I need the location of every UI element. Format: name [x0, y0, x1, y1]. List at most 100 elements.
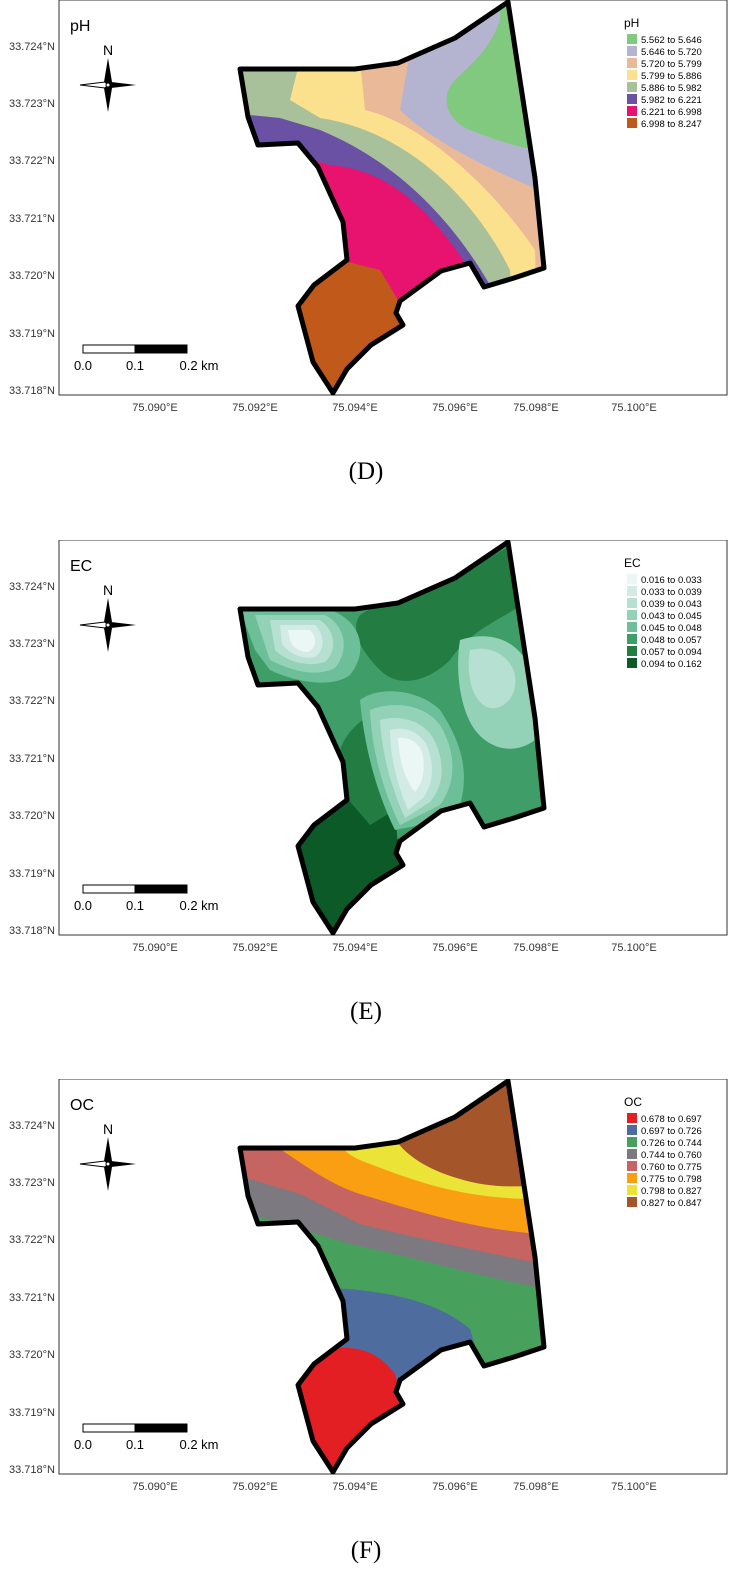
y-tick-label: 33.720°N	[9, 1349, 55, 1361]
y-tick-label: 33.719°N	[9, 328, 55, 340]
y-tick-label: 33.722°N	[9, 155, 55, 167]
y-tick-label: 33.723°N	[9, 1177, 55, 1189]
y-tick-label: 33.718°N	[9, 385, 55, 397]
scale-bar: 0.0 0.1 0.2 km	[74, 884, 219, 913]
legend-label: 0.726 to 0.744	[641, 1138, 702, 1149]
x-tick-label: 75.100°E	[611, 1481, 656, 1493]
map-boundary	[237, 540, 547, 936]
x-tick-label: 75.092°E	[232, 402, 277, 414]
y-tick-label: 33.718°N	[9, 1464, 55, 1476]
legend-label: 0.760 to 0.775	[641, 1162, 702, 1173]
legend-label: 0.045 to 0.048	[641, 623, 702, 634]
legend-label: 0.016 to 0.033	[641, 575, 702, 586]
x-tick-label: 75.094°E	[332, 402, 377, 414]
x-tick-label: 75.096°E	[432, 402, 477, 414]
x-tick-label: 75.090°E	[132, 1481, 177, 1493]
y-axis: 33.718°N 33.719°N 33.720°N 33.721°N 33.7…	[9, 1120, 55, 1476]
y-tick-label: 33.723°N	[9, 638, 55, 650]
north-label: N	[103, 42, 113, 58]
legend-label: 0.048 to 0.057	[641, 635, 702, 646]
y-tick-label: 33.718°N	[9, 925, 55, 937]
y-tick-label: 33.724°N	[9, 581, 55, 593]
map-panel-ec: 33.718°N 33.719°N 33.720°N 33.721°N 33.7…	[0, 540, 732, 1025]
legend-label: 0.775 to 0.798	[641, 1174, 702, 1185]
legend-swatch	[627, 82, 637, 92]
panel-caption: (E)	[350, 998, 382, 1025]
legend-swatch	[627, 1173, 637, 1183]
legend-swatch	[627, 1197, 637, 1207]
north-arrow-icon: N	[79, 42, 136, 112]
legend-swatch	[627, 634, 637, 644]
scale-label: 0.1	[126, 358, 144, 373]
legend-label: 0.697 to 0.726	[641, 1126, 702, 1137]
legend-label: 0.798 to 0.827	[641, 1186, 702, 1197]
legend-swatch	[627, 574, 637, 584]
x-tick-label: 75.092°E	[232, 942, 277, 954]
x-tick-label: 75.096°E	[432, 1481, 477, 1493]
y-tick-label: 33.722°N	[9, 1234, 55, 1246]
legend-swatch	[627, 1149, 637, 1159]
legend-label: 5.982 to 6.221	[641, 95, 702, 106]
legend-swatch	[627, 1125, 637, 1135]
map-panel-oc: 33.718°N 33.719°N 33.720°N 33.721°N 33.7…	[0, 1079, 732, 1564]
y-tick-label: 33.719°N	[9, 868, 55, 880]
x-tick-label: 75.098°E	[513, 942, 558, 954]
scale-label: 0.1	[126, 898, 144, 913]
north-label: N	[103, 582, 113, 598]
legend-swatch	[627, 58, 637, 68]
x-tick-label: 75.098°E	[513, 1481, 558, 1493]
oc-map-svg: 33.718°N 33.719°N 33.720°N 33.721°N 33.7…	[9, 1079, 728, 1493]
y-tick-label: 33.720°N	[9, 810, 55, 822]
x-axis: 75.090°E 75.092°E 75.094°E 75.096°E 75.0…	[132, 942, 656, 954]
legend-label: 0.057 to 0.094	[641, 647, 702, 658]
legend-swatch	[627, 1161, 637, 1171]
legend-swatch	[627, 70, 637, 80]
x-tick-label: 75.092°E	[232, 1481, 277, 1493]
legend-swatch	[627, 586, 637, 596]
legend-label: 0.744 to 0.760	[641, 1150, 702, 1161]
legend-label: 0.678 to 0.697	[641, 1114, 702, 1125]
scale-label: 0.2 km	[179, 358, 218, 373]
legend-label: 5.562 to 5.646	[641, 35, 702, 46]
legend-label: 0.033 to 0.039	[641, 587, 702, 598]
scale-bar: 0.0 0.1 0.2 km	[74, 1423, 219, 1452]
scale-label: 0.1	[126, 1437, 144, 1452]
legend-label: 5.799 to 5.886	[641, 71, 702, 82]
legend-swatch	[627, 598, 637, 608]
x-tick-label: 75.098°E	[513, 402, 558, 414]
panel-caption: (D)	[348, 458, 384, 485]
legend-label: 0.043 to 0.045	[641, 611, 702, 622]
legend-swatch	[627, 94, 637, 104]
map-title: pH	[70, 18, 90, 35]
legend-swatch	[627, 658, 637, 668]
legend-title: OC	[624, 1095, 642, 1109]
legend-swatch	[627, 610, 637, 620]
y-tick-label: 33.719°N	[9, 1407, 55, 1419]
legend-swatch	[627, 118, 637, 128]
map-boundary	[237, 0, 547, 396]
x-tick-label: 75.090°E	[132, 402, 177, 414]
y-tick-label: 33.724°N	[9, 1120, 55, 1132]
y-tick-label: 33.720°N	[9, 270, 55, 282]
ph-map-svg: 33.718°N 33.719°N 33.720°N 33.721°N 33.7…	[9, 0, 728, 414]
scale-label: 0.2 km	[179, 1437, 218, 1452]
legend-label: 5.886 to 5.982	[641, 83, 702, 94]
x-axis: 75.090°E 75.092°E 75.094°E 75.096°E 75.0…	[132, 1481, 656, 1493]
x-axis: 75.090°E 75.092°E 75.094°E 75.096°E 75.0…	[132, 402, 656, 414]
y-tick-label: 33.721°N	[9, 213, 55, 225]
map-title: OC	[70, 1097, 94, 1114]
legend-swatch	[627, 646, 637, 656]
scale-label: 0.0	[74, 898, 92, 913]
y-tick-label: 33.723°N	[9, 98, 55, 110]
legend-label: 0.827 to 0.847	[641, 1198, 702, 1209]
x-tick-label: 75.100°E	[611, 402, 656, 414]
y-axis: 33.718°N 33.719°N 33.720°N 33.721°N 33.7…	[9, 581, 55, 937]
north-arrow-icon: N	[79, 582, 136, 652]
scale-label: 0.0	[74, 358, 92, 373]
